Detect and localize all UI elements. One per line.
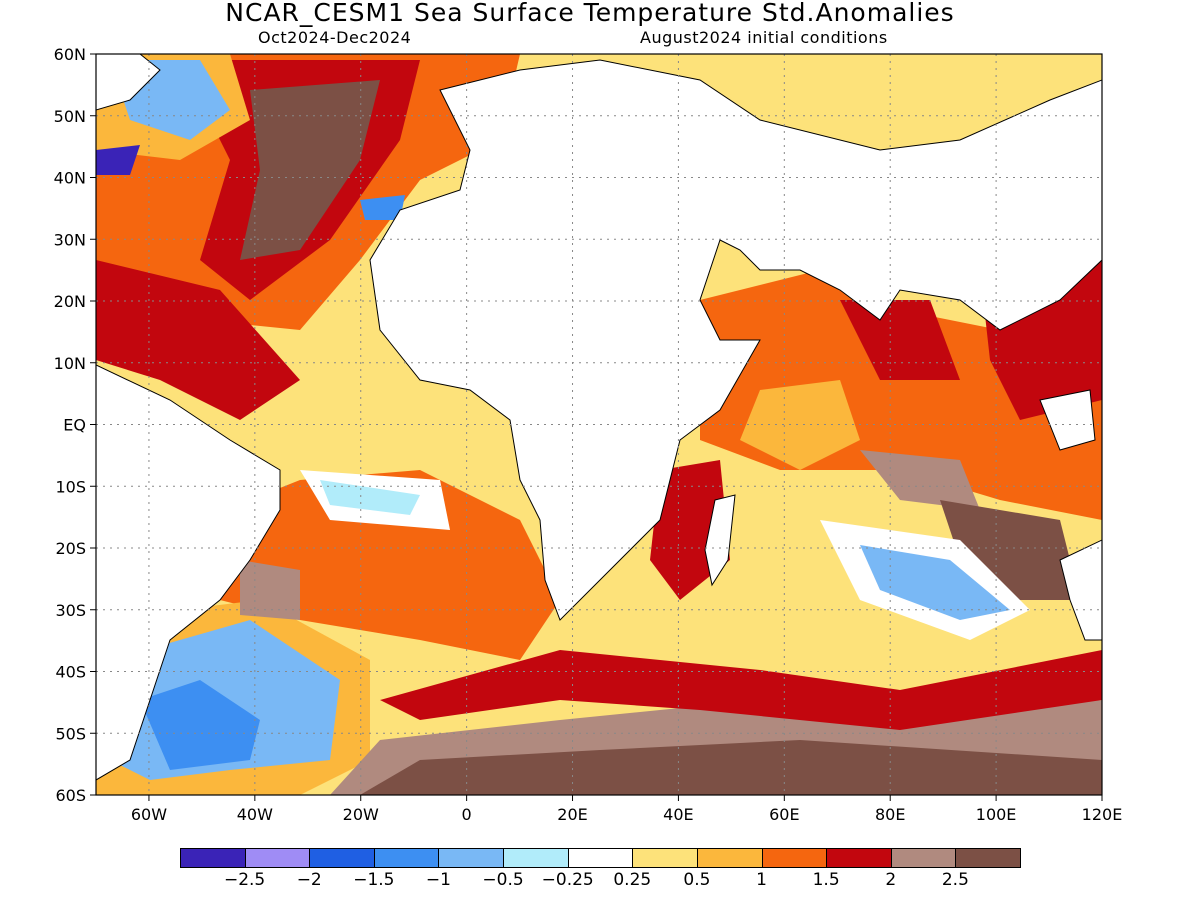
x-tick-label: 60E (769, 805, 799, 824)
y-tick-label: 30S (55, 601, 86, 620)
colorbar-swatch (373, 848, 440, 868)
colorbar-swatch (567, 848, 634, 868)
anomaly-patch (740, 380, 860, 470)
colorbar-swatch (244, 848, 311, 868)
y-tick-label: EQ (63, 416, 86, 435)
colorbar-swatch (309, 848, 375, 868)
colorbar-swatch (503, 848, 569, 868)
land-australia (1059, 539, 1102, 641)
y-tick-label: 60S (55, 786, 86, 805)
colorbar-swatch (632, 848, 698, 868)
colorbar-swatch (761, 848, 828, 868)
y-tick-label: 60N (54, 45, 86, 64)
anomaly-patch (380, 650, 1102, 730)
forecast-period: Oct2024-Dec2024 (258, 28, 412, 47)
x-tick-label: 0 (462, 805, 472, 824)
anomaly-patch (96, 260, 300, 420)
anomaly-patch (360, 195, 405, 220)
anomaly-patch (860, 450, 980, 510)
anomaly-patch (240, 560, 300, 620)
y-tick-label: 20S (55, 539, 86, 558)
anomaly-patch (860, 545, 1010, 620)
y-tick-label: 40N (54, 169, 86, 188)
anomaly-patch (240, 80, 380, 260)
y-tick-label: 30N (54, 230, 86, 249)
map-title: NCAR_CESM1 Sea Surface Temperature Std.A… (225, 0, 955, 27)
colorbar (180, 848, 1021, 870)
x-tick-label: 40W (237, 805, 273, 824)
colorbar-label: 1.5 (812, 870, 840, 890)
x-tick-label: 40E (663, 805, 693, 824)
colorbar-label: 2.5 (941, 870, 969, 890)
x-tick-label: 20W (343, 805, 379, 824)
x-tick-label: 20E (557, 805, 587, 824)
colorbar-label: 1 (756, 870, 767, 890)
colorbar-swatch (438, 848, 505, 868)
colorbar-label: −0.5 (482, 870, 524, 890)
colorbar-label: −0.25 (541, 870, 594, 890)
latitude-axis: 60N 50N 40N 30N 20N 10N EQ 10S 20S 30S 40S 50S 60S (54, 45, 96, 805)
land-borneo (1039, 389, 1096, 451)
colorbar-swatch (826, 848, 892, 868)
anomaly-patch (840, 300, 960, 380)
land-south-america (96, 364, 281, 781)
colorbar-swatch (696, 848, 763, 868)
colorbar-label: −2 (296, 870, 322, 890)
colorbar-swatch (955, 848, 1021, 868)
y-tick-label: 10N (54, 354, 86, 373)
x-tick-label: 100E (976, 805, 1017, 824)
land-madagascar (704, 494, 736, 587)
colorbar-label: −1 (425, 870, 451, 890)
colorbar-label: 0.5 (683, 870, 711, 890)
y-tick-label: 50N (54, 107, 86, 126)
x-tick-label: 60W (131, 805, 167, 824)
y-tick-label: 20N (54, 292, 86, 311)
anomaly-patch (96, 145, 140, 175)
longitude-axis: 60W 40W 20W 0 20E 40E 60E 80E 100E 120E (131, 795, 1122, 824)
x-tick-label: 80E (875, 805, 905, 824)
initial-conditions: August2024 initial conditions (640, 28, 888, 47)
anomaly-field (96, 54, 1102, 795)
colorbar-label: −1.5 (353, 870, 395, 890)
land-north-america (96, 54, 161, 111)
colorbar-swatch (890, 848, 957, 868)
colorbar-label: 2 (885, 870, 897, 890)
colorbar-label: 0.25 (613, 870, 652, 890)
anomaly-patch (320, 480, 420, 515)
anomaly-patch (360, 740, 1102, 795)
y-tick-label: 10S (55, 477, 86, 496)
y-tick-label: 50S (55, 724, 86, 743)
colorbar-label: −2.5 (223, 870, 266, 890)
x-tick-label: 120E (1082, 805, 1123, 824)
anomaly-patch (140, 680, 260, 770)
y-tick-label: 40S (55, 663, 86, 682)
land-africa-eurasia (369, 59, 1102, 621)
colorbar-swatch (180, 848, 246, 868)
